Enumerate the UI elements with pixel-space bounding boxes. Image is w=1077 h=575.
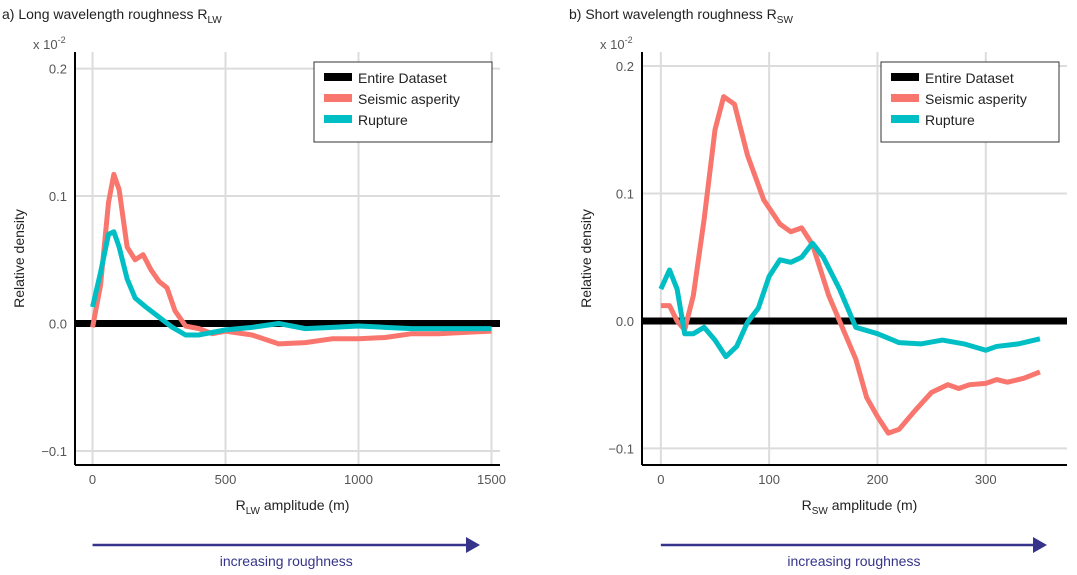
series-line [90, 229, 492, 338]
x-tick-label: 500 [215, 472, 237, 487]
title-text: a) Long wavelength roughness R [2, 6, 207, 22]
legend-label: Seismic asperity [925, 91, 1027, 107]
title-subscript: LW [207, 15, 222, 26]
x-tick-label: 1000 [344, 472, 373, 487]
x-axis-label: RLW amplitude (m) [236, 497, 350, 517]
x-tick-label: 0 [89, 472, 96, 487]
y-tick-label: 0.2 [49, 62, 67, 77]
legend-label: Entire Dataset [358, 70, 447, 86]
arrow-head [1033, 537, 1047, 553]
y-tick-label: −0.1 [608, 441, 634, 456]
legend-label: Rupture [358, 112, 408, 128]
panel-title: a) Long wavelength roughness RLW [2, 6, 222, 26]
x-axis-label: RSW amplitude (m) [802, 497, 918, 517]
y-tick-label: 0.1 [616, 186, 634, 201]
arrow-head [466, 537, 480, 553]
xlabel-text: R [802, 497, 812, 513]
x-tick-label: 200 [867, 472, 889, 487]
x-tick-label: 0 [657, 472, 664, 487]
series-line [658, 240, 1041, 360]
y-multiplier: x 10-2 [600, 35, 633, 52]
y-tick-label: 0.1 [49, 189, 67, 204]
title-text: b) Short wavelength roughness R [569, 6, 777, 22]
xlabel-subscript: LW [246, 506, 261, 517]
y-multiplier: x 10-2 [33, 35, 66, 52]
legend-label: Seismic asperity [358, 91, 460, 107]
x-tick-label: 1500 [477, 472, 506, 487]
y-tick-label: 0.2 [616, 59, 634, 74]
legend-label: Rupture [925, 112, 975, 128]
legend-label: Entire Dataset [925, 70, 1014, 86]
xlabel-text: R [236, 497, 246, 513]
multiplier-superscript: -2 [58, 35, 66, 45]
y-tick-label: 0.0 [616, 314, 634, 329]
multiplier-superscript: -2 [625, 35, 633, 45]
multiplier-text: x 10 [600, 37, 625, 52]
xlabel-suffix: amplitude (m) [260, 497, 349, 513]
x-tick-label: 300 [975, 472, 997, 487]
multiplier-text: x 10 [33, 37, 58, 52]
annotation: increasing roughness [787, 553, 920, 569]
annotation: increasing roughness [220, 553, 353, 569]
x-tick-label: 100 [758, 472, 780, 487]
xlabel-suffix: amplitude (m) [828, 497, 917, 513]
title-subscript: SW [777, 15, 794, 26]
y-tick-label: −0.1 [41, 444, 67, 459]
y-axis-label: Relative density [11, 209, 27, 308]
series-line [90, 171, 492, 347]
panel-title: b) Short wavelength roughness RSW [569, 6, 793, 26]
xlabel-subscript: SW [812, 506, 829, 517]
y-tick-label: 0.0 [49, 317, 67, 332]
series-line [660, 94, 1041, 436]
y-axis-label: Relative density [578, 209, 594, 308]
